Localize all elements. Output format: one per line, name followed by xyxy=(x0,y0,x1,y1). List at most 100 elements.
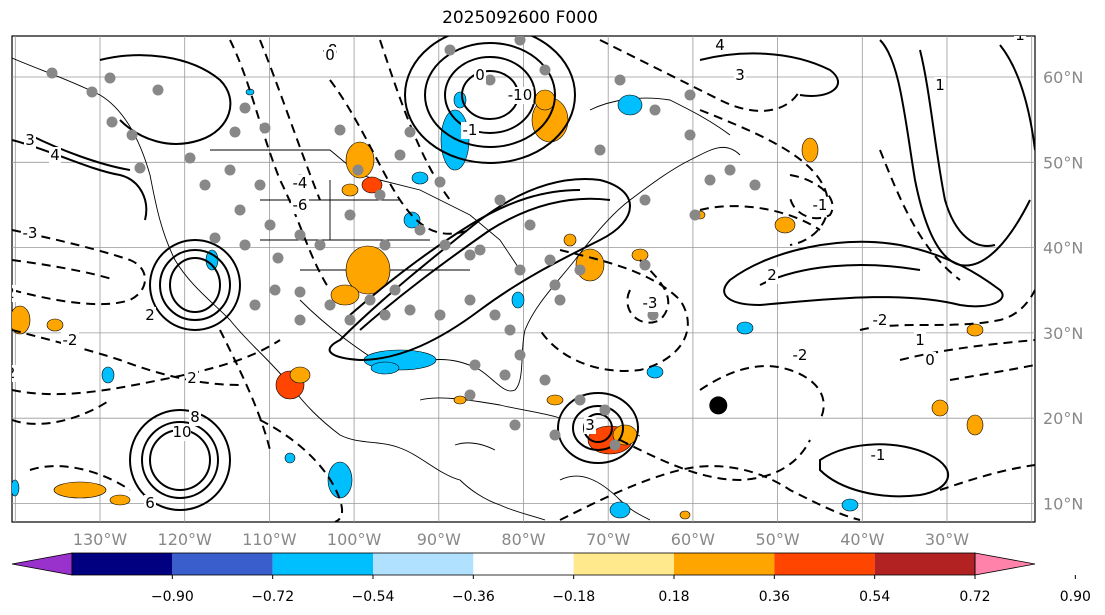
station-dot xyxy=(239,102,251,114)
contour-label: 1 xyxy=(915,331,925,349)
contour-label-bg xyxy=(12,365,17,382)
contour-label-bg xyxy=(61,332,79,349)
station-dot xyxy=(404,304,416,316)
contour-label-bg xyxy=(474,67,486,84)
colorbar-tick-label: 0.18 xyxy=(658,589,689,605)
shaded-region xyxy=(12,305,31,335)
colorbar-labels: −0.90 −0.72 −0.54 −0.36 −0.18 0.18 0.36 0.54 0.7… xyxy=(151,575,1091,605)
colorbar-segment xyxy=(172,553,273,575)
station-dot xyxy=(364,294,376,306)
lon-tick-label: 130°W xyxy=(73,530,128,549)
contour-label: -2 xyxy=(873,311,888,329)
colorbar-tick-label: 0.90 xyxy=(1060,589,1091,605)
station-dot xyxy=(224,164,236,176)
shaded-region xyxy=(609,501,631,519)
shaded-region xyxy=(617,94,643,116)
shaded-region xyxy=(646,365,664,379)
station-dot xyxy=(639,259,651,271)
station-dot xyxy=(374,189,386,201)
shaded-region xyxy=(563,233,577,247)
shaded-region xyxy=(370,361,400,375)
contour-label: 3 xyxy=(25,131,35,149)
station-dot xyxy=(649,104,661,116)
contour-label: -3 xyxy=(23,224,38,242)
station-dot xyxy=(379,309,391,321)
colorbar-segment xyxy=(674,553,775,575)
shaded-region xyxy=(289,366,311,384)
contour-label-bg xyxy=(934,77,946,94)
shaded-region xyxy=(12,479,20,497)
shaded-region xyxy=(53,481,107,499)
station-dot xyxy=(524,219,536,231)
shaded-region xyxy=(931,399,949,417)
colorbar-segment xyxy=(774,553,875,575)
contour-label: 2 xyxy=(187,369,197,387)
station-dot xyxy=(254,179,266,191)
contour-label-bg xyxy=(791,347,809,364)
lat-tick-label: 50°N xyxy=(1043,153,1083,172)
station-dot xyxy=(344,314,356,326)
station-dot xyxy=(134,162,146,174)
station-dot xyxy=(539,374,551,386)
colorbar-segment xyxy=(874,553,975,575)
station-dot xyxy=(554,294,566,306)
shaded-region xyxy=(801,137,819,163)
colorbar-segment xyxy=(573,553,674,575)
lat-tick-label: 40°N xyxy=(1043,239,1083,258)
lon-tick-label: 110°W xyxy=(242,530,297,549)
colorbar-tick-label: 0.36 xyxy=(759,589,790,605)
station-dot xyxy=(334,124,346,136)
station-dot xyxy=(344,209,356,221)
station-dot xyxy=(404,126,416,138)
station-dot xyxy=(294,229,306,241)
station-dots xyxy=(46,36,761,451)
station-dot xyxy=(639,194,651,206)
contour-label-bg xyxy=(924,352,936,369)
station-dot xyxy=(294,314,306,326)
station-dot xyxy=(609,439,621,451)
contour-label: 3 xyxy=(735,66,745,84)
contour-label-bg xyxy=(869,447,887,464)
shaded-region xyxy=(679,510,691,520)
contour-label-bg xyxy=(734,67,746,84)
station-dot xyxy=(229,126,241,138)
station-dot xyxy=(474,244,486,256)
storm-marker xyxy=(709,396,728,415)
contour-label-bg xyxy=(12,285,16,302)
contour-label: 0 xyxy=(475,66,485,84)
shaded-region xyxy=(361,176,383,194)
contour-label: -2 xyxy=(1,364,16,382)
colorbar-tick-label: −0.36 xyxy=(452,589,495,605)
shaded-region xyxy=(631,248,649,262)
station-dot xyxy=(199,179,211,191)
shaded-region xyxy=(966,323,984,337)
contour-label: -3 xyxy=(643,294,658,312)
station-dot xyxy=(749,179,761,191)
lat-tick-label: 20°N xyxy=(1043,409,1083,428)
station-dot xyxy=(499,369,511,381)
station-dot xyxy=(704,174,716,186)
shaded-region xyxy=(774,216,796,234)
colorbar-tick-label: 0.72 xyxy=(959,589,990,605)
station-dot xyxy=(489,309,501,321)
contour-label: 10 xyxy=(172,423,191,441)
station-dot xyxy=(414,224,426,236)
station-dot xyxy=(469,359,481,371)
station-dot xyxy=(352,164,364,176)
station-dot xyxy=(689,209,701,221)
shaded-region xyxy=(109,494,131,506)
station-dot xyxy=(259,122,271,134)
station-dot xyxy=(86,86,98,98)
colorbar-segment xyxy=(272,553,373,575)
station-dot xyxy=(209,232,221,244)
station-dot xyxy=(106,116,118,128)
lon-tick-label: 60°W xyxy=(671,530,715,549)
lat-tick-label: 10°N xyxy=(1043,495,1083,514)
station-dot xyxy=(234,204,246,216)
colorbar-tick-label: −0.54 xyxy=(352,589,395,605)
contour-label: 2 xyxy=(767,266,777,284)
shaded-region xyxy=(403,211,421,229)
station-dot xyxy=(509,419,521,431)
contour-label-bg xyxy=(914,332,926,349)
station-dot xyxy=(239,239,251,251)
